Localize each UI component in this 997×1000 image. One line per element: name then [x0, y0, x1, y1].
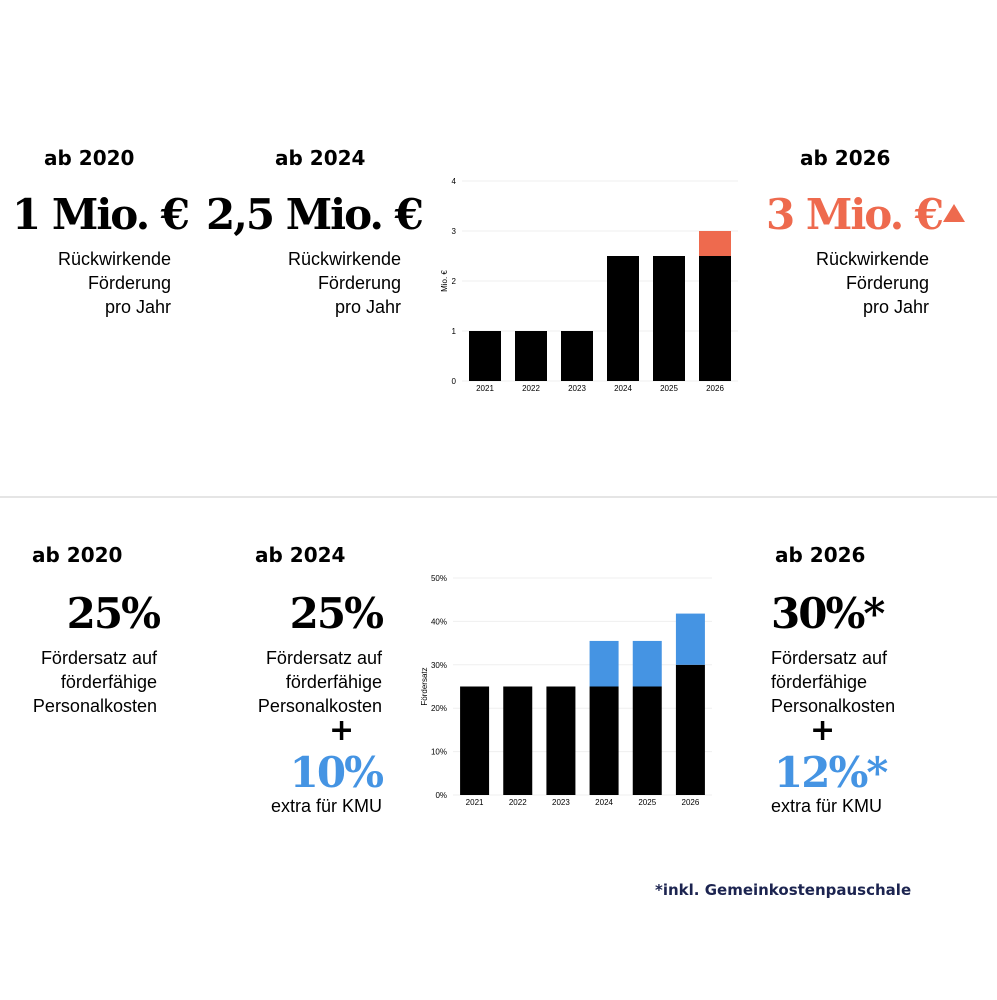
bar — [589, 686, 619, 795]
y-tick-label: 3 — [452, 227, 457, 236]
y-tick-label: 4 — [452, 177, 457, 186]
bottom-col1-desc: Fördersatz auf förderfähige Personalkosten — [32, 648, 157, 716]
bottom-col2-heading: ab 2024 — [255, 543, 346, 567]
y-tick-label: 30% — [431, 661, 447, 670]
footnote: *inkl. Gemeinkostenpauschale — [655, 881, 912, 899]
y-tick-label: 40% — [431, 617, 447, 626]
bar — [699, 231, 731, 256]
y-tick-label: 10% — [431, 748, 447, 757]
bar — [589, 640, 619, 687]
y-tick-label: 2 — [452, 277, 457, 286]
x-tick-label: 2025 — [638, 798, 656, 807]
y-tick-label: 1 — [452, 327, 457, 336]
x-tick-label: 2022 — [522, 384, 540, 393]
bottom-col2-plus: + — [329, 713, 355, 748]
bottom-col2-extra-value: 10% — [289, 748, 384, 797]
x-tick-label: 2021 — [466, 798, 484, 807]
x-tick-label: 2024 — [614, 384, 632, 393]
bottom-col2-extra-desc: extra für KMU — [270, 796, 382, 816]
funding-amount-chart: 0 1 2 3 4 Mio. € 2021 2022 2023 2024 2025 2026 — [440, 177, 738, 393]
x-tick-label: 2023 — [568, 384, 586, 393]
bar — [632, 686, 662, 795]
bottom-col3-extra-value: 12%* — [774, 748, 888, 797]
bottom-col1-heading: ab 2020 — [32, 543, 123, 567]
top-col2-value: 2,5 Mio. € — [206, 190, 424, 239]
bar — [469, 331, 501, 381]
x-tick-label: 2025 — [660, 384, 678, 393]
top-col3-desc: Rückwirkende Förderung pro Jahr — [815, 249, 929, 317]
bottom-col2-value: 25% — [289, 589, 384, 638]
top-col3-value: 3 Mio. € — [766, 190, 944, 239]
y-tick-label: 20% — [431, 704, 447, 713]
y-tick-label: 0 — [452, 377, 457, 386]
x-tick-label: 2022 — [509, 798, 527, 807]
triangle-up-icon — [943, 204, 965, 222]
bar — [675, 613, 705, 665]
bar — [653, 256, 685, 381]
top-col2-heading: ab 2024 — [275, 146, 366, 170]
bottom-col3-heading: ab 2026 — [775, 543, 866, 567]
bar — [546, 686, 576, 795]
bar — [460, 686, 490, 795]
x-tick-label: 2021 — [476, 384, 494, 393]
bar — [515, 331, 547, 381]
bar — [503, 686, 533, 795]
x-tick-label: 2023 — [552, 798, 570, 807]
bottom-col3-plus: + — [810, 713, 836, 748]
bottom-col3-extra-desc: extra für KMU — [771, 796, 883, 816]
section-divider — [0, 496, 997, 498]
y-tick-label: 50% — [431, 574, 447, 583]
top-col2-desc: Rückwirkende Förderung pro Jahr — [287, 249, 401, 317]
x-tick-label: 2026 — [706, 384, 724, 393]
y-axis-label: Fördersatz — [420, 667, 429, 705]
bar — [699, 256, 731, 381]
bottom-col2-desc: Fördersatz auf förderfähige Personalkosten — [257, 648, 382, 716]
bottom-col3-value: 30%* — [771, 589, 885, 638]
bar — [675, 664, 705, 795]
top-col1-value: 1 Mio. € — [12, 190, 190, 239]
y-tick-label: 0% — [435, 791, 447, 800]
top-col1-heading: ab 2020 — [44, 146, 135, 170]
bar — [561, 331, 593, 381]
bar — [607, 256, 639, 381]
bar — [632, 640, 662, 687]
x-tick-label: 2026 — [682, 798, 700, 807]
funding-rate-chart: 0% 10% 20% 30% 40% 50% Fördersatz 2021 2022 2023 2… — [420, 574, 712, 807]
top-col1-desc: Rückwirkende Förderung pro Jahr — [57, 249, 171, 317]
bottom-col3-desc: Fördersatz auf förderfähige Personalkosten — [771, 648, 896, 716]
x-tick-label: 2024 — [595, 798, 613, 807]
y-axis-label: Mio. € — [440, 270, 449, 292]
bottom-col1-value: 25% — [66, 589, 161, 638]
top-col3-heading: ab 2026 — [800, 146, 891, 170]
